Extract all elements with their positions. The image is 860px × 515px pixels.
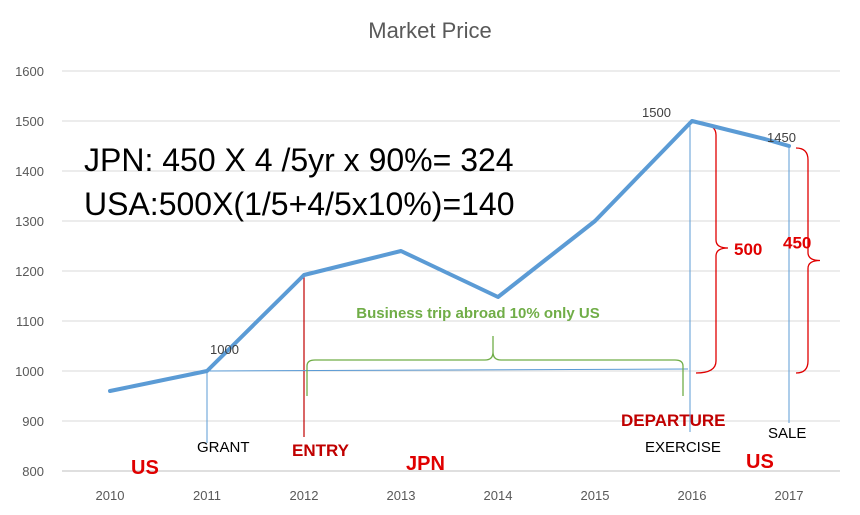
brace-450 — [795, 147, 821, 374]
brace-business-trip — [306, 336, 684, 396]
y-tick-label: 1100 — [16, 314, 44, 329]
labels-layer: 1000 1500 1450 GRANT ENTRY DEPARTURE EXERCISE S… — [131, 105, 806, 479]
event-label-sale: SALE — [768, 425, 806, 442]
x-tick-label: 2015 — [581, 488, 610, 503]
point-label: 1450 — [767, 130, 796, 145]
baseline-1000 — [206, 368, 689, 372]
x-axis: 2010 2011 2012 2013 2014 2015 2016 2017 — [96, 488, 804, 503]
country-label-us: US — [131, 457, 159, 479]
y-tick-label: 900 — [22, 414, 44, 429]
x-tick-label: 2017 — [775, 488, 804, 503]
event-label-exercise: EXERCISE — [645, 439, 721, 456]
grid-lines — [62, 70, 840, 472]
country-label-jpn: JPN — [406, 453, 445, 475]
event-label-departure: DEPARTURE — [621, 411, 726, 430]
x-tick-label: 2011 — [193, 488, 221, 503]
point-label: 1500 — [642, 105, 671, 120]
point-label: 1000 — [210, 342, 239, 357]
chart-title: Market Price — [368, 18, 492, 43]
y-tick-label: 1400 — [15, 164, 44, 179]
y-tick-label: 1500 — [15, 114, 44, 129]
x-tick-label: 2014 — [484, 488, 513, 503]
x-tick-label: 2016 — [678, 488, 707, 503]
x-tick-label: 2012 — [290, 488, 319, 503]
y-tick-label: 1300 — [15, 214, 44, 229]
y-axis: 800 900 1000 1100 1200 1300 1400 1500 1600 — [15, 64, 44, 479]
y-tick-label: 1200 — [15, 264, 44, 279]
gain-450-label: 450 — [783, 234, 811, 253]
y-tick-label: 1600 — [15, 64, 44, 79]
brace-500 — [695, 122, 729, 374]
event-label-grant: GRANT — [197, 439, 250, 456]
formula-jpn: JPN: 450 X 4 /5yr x 90%= 324 — [84, 142, 514, 178]
x-tick-label: 2010 — [96, 488, 125, 503]
business-trip-label: Business trip abroad 10% only US — [356, 305, 599, 322]
y-tick-label: 800 — [22, 464, 44, 479]
series-line — [108, 119, 791, 393]
gain-500-label: 500 — [734, 240, 762, 259]
event-label-entry: ENTRY — [292, 441, 350, 460]
country-label-us: US — [746, 451, 774, 473]
series-layer — [108, 119, 791, 393]
annotations: 500 450 Business trip abroad 10% only US — [206, 121, 821, 443]
formula-usa: USA:500X(1/5+4/5x10%)=140 — [84, 186, 515, 222]
x-tick-label: 2013 — [387, 488, 416, 503]
y-tick-label: 1000 — [15, 364, 44, 379]
